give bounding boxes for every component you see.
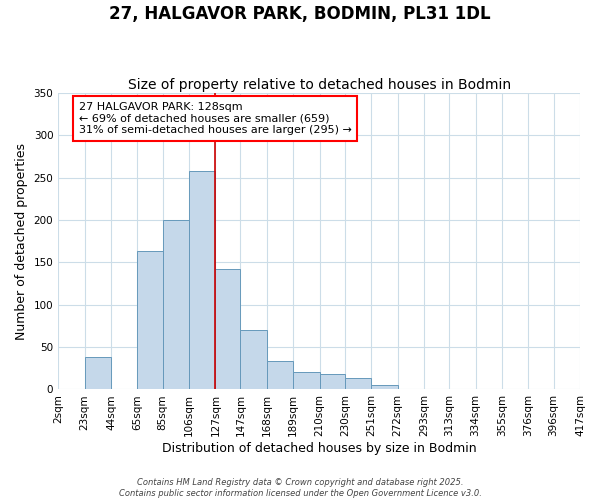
Bar	[320, 374, 345, 390]
Bar	[189, 171, 215, 390]
Bar	[215, 269, 241, 390]
Bar	[163, 220, 189, 390]
Y-axis label: Number of detached properties: Number of detached properties	[15, 143, 28, 340]
Bar	[345, 378, 371, 390]
Bar	[267, 360, 293, 390]
Text: 27, HALGAVOR PARK, BODMIN, PL31 1DL: 27, HALGAVOR PARK, BODMIN, PL31 1DL	[109, 5, 491, 23]
Bar	[241, 330, 267, 390]
Bar	[371, 385, 398, 390]
Title: Size of property relative to detached houses in Bodmin: Size of property relative to detached ho…	[128, 78, 511, 92]
Bar	[293, 372, 320, 390]
Text: Contains HM Land Registry data © Crown copyright and database right 2025.
Contai: Contains HM Land Registry data © Crown c…	[119, 478, 481, 498]
Bar	[137, 252, 163, 390]
Bar	[85, 358, 111, 390]
X-axis label: Distribution of detached houses by size in Bodmin: Distribution of detached houses by size …	[162, 442, 476, 455]
Text: 27 HALGAVOR PARK: 128sqm
← 69% of detached houses are smaller (659)
31% of semi-: 27 HALGAVOR PARK: 128sqm ← 69% of detach…	[79, 102, 352, 136]
